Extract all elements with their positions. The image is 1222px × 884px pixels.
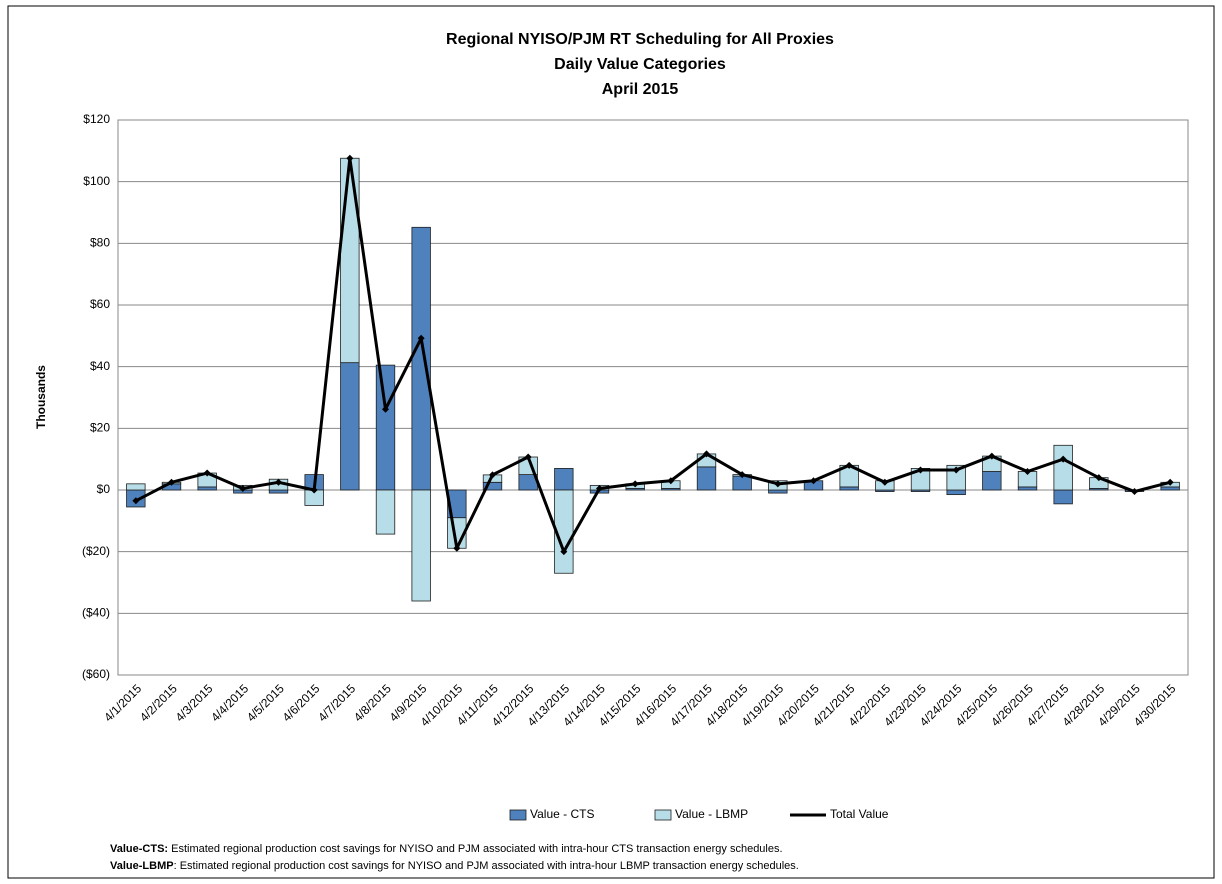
- y-tick-label: $80: [90, 236, 110, 250]
- line-marker: [917, 466, 924, 474]
- line-marker: [453, 544, 461, 552]
- bar: [126, 483, 146, 491]
- bar: [696, 466, 717, 491]
- line-marker: [417, 334, 425, 342]
- line-marker: [738, 471, 746, 479]
- line-marker: [1024, 468, 1031, 475]
- line-marker: [845, 461, 853, 469]
- legend-swatch: [654, 809, 672, 821]
- chart-title: Regional NYISO/PJM RT Scheduling for All…: [446, 31, 834, 48]
- line-marker: [489, 471, 496, 479]
- legend-swatch: [509, 809, 527, 821]
- y-tick-label: ($40): [82, 606, 110, 620]
- line-marker: [810, 477, 817, 485]
- line-marker: [275, 478, 282, 486]
- bar: [982, 471, 1002, 491]
- line-marker: [1131, 488, 1138, 496]
- bar: [268, 489, 289, 494]
- bar: [1017, 486, 1038, 491]
- line-marker: [1095, 474, 1103, 482]
- footnote-term: Value-CTS:: [110, 843, 168, 855]
- footnote-text: : Estimated regional production cost sav…: [174, 860, 799, 872]
- line-marker: [560, 548, 568, 556]
- line-marker: [346, 154, 354, 162]
- y-tick-label: ($60): [82, 667, 110, 681]
- line-marker: [239, 484, 247, 492]
- line-marker: [1059, 455, 1067, 463]
- line-marker: [310, 486, 318, 494]
- bar: [1053, 489, 1073, 505]
- footnote: Value-CTS: Estimated regional production…: [110, 843, 783, 855]
- y-tick-label: $0: [97, 482, 111, 496]
- bar: [411, 226, 431, 491]
- y-tick-label: $60: [90, 297, 110, 311]
- chart-subtitle: April 2015: [602, 81, 679, 98]
- bar: [768, 489, 788, 494]
- line-marker: [132, 497, 140, 505]
- y-axis-label: Thousands: [34, 365, 48, 429]
- line-marker: [168, 478, 175, 486]
- footnote: Value-LBMP: Estimated regional productio…: [110, 860, 799, 872]
- line-marker: [524, 453, 532, 461]
- bar: [839, 486, 859, 491]
- line-marker: [667, 477, 675, 485]
- bar: [375, 364, 396, 491]
- bar: [554, 468, 574, 491]
- chart-subtitle: Daily Value Categories: [554, 56, 726, 73]
- bar: [1053, 444, 1073, 491]
- bar: [946, 489, 966, 496]
- bar: [732, 475, 752, 491]
- line-marker: [703, 450, 710, 458]
- y-tick-label: ($20): [82, 544, 110, 558]
- y-tick-label: $120: [83, 112, 110, 126]
- line-marker: [952, 466, 960, 474]
- legend-label: Total Value: [830, 807, 889, 821]
- bar: [411, 489, 431, 602]
- y-tick-label: $40: [90, 359, 110, 373]
- line-marker: [988, 452, 996, 460]
- bar: [375, 489, 396, 535]
- line-marker: [382, 405, 389, 413]
- bar: [554, 489, 574, 574]
- line-marker: [1166, 478, 1174, 486]
- y-tick-label: $20: [90, 421, 110, 435]
- line-marker: [596, 484, 603, 492]
- bar: [946, 464, 966, 491]
- bar: [197, 486, 217, 491]
- y-tick-label: $100: [83, 174, 110, 188]
- legend-label: Value - LBMP: [675, 807, 748, 821]
- line-marker: [631, 480, 639, 488]
- line-marker: [881, 478, 889, 486]
- plot-area: [117, 119, 1189, 676]
- line-marker: [774, 480, 782, 488]
- line-marker: [203, 469, 211, 477]
- footnote-term: Value-LBMP: [110, 860, 174, 872]
- bar: [1160, 486, 1180, 491]
- legend-label: Value - CTS: [530, 807, 594, 821]
- bar: [340, 157, 360, 364]
- line: [135, 156, 1171, 554]
- footnote-text: Estimated regional production cost savin…: [168, 843, 782, 855]
- bar: [340, 362, 360, 491]
